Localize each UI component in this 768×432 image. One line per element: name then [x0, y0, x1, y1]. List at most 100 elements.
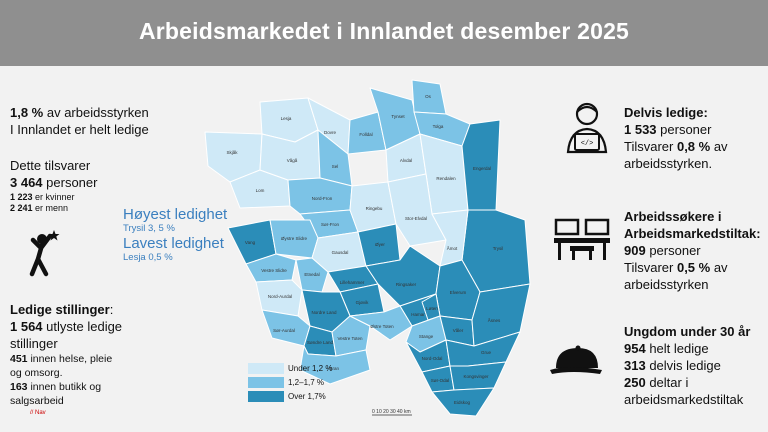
map-label-elverum: Elverum	[450, 290, 467, 295]
partial-share-rest: av arbeidsstyrken.	[624, 139, 728, 171]
map-scale-bar: 0 10 20 30 40 km	[372, 409, 411, 415]
map-region-vestre-toten	[331, 315, 371, 357]
map-label-asnes: Åsnes	[488, 317, 501, 323]
map-region-nord-aurdal	[255, 279, 303, 317]
men-value: 2 241	[10, 203, 33, 213]
map-label-ostre-toten: Østre Toten	[370, 324, 394, 329]
map-label-eidskog: Eidskog	[454, 400, 471, 405]
vacancies-block: Ledige stillinger: 1 564 utlyste ledige …	[10, 301, 130, 352]
legend-item: Under 1,2 %	[248, 362, 332, 375]
map-label-sor-fron: Sør-Fron	[321, 222, 339, 227]
youth-measures-value: 250	[624, 375, 646, 390]
map-label-vaga: Vågå	[287, 157, 298, 163]
rate-line1-rest: av arbeidsstyrken	[43, 105, 149, 120]
map-label-alvdal: Alvdal	[400, 158, 412, 163]
highlight-block: Høyest ledighet Trysil 3, 5 % Lavest led…	[123, 206, 253, 264]
retail-value: 163	[10, 381, 28, 393]
legend-label: 1,2–1,7 %	[288, 378, 325, 387]
highest-title: Høyest ledighet	[123, 206, 228, 223]
map-region-engerdal	[461, 119, 501, 211]
map-label-gran: Gran	[329, 366, 340, 371]
map-label-tynset: Tynset	[391, 114, 405, 119]
map-label-oyer: Øyer	[375, 242, 385, 247]
youth-measures-label: deltar i arbeidsmarkedstiltak	[624, 375, 744, 407]
map-label-sondre-land: Søndre Land	[307, 340, 334, 345]
legend-swatch-mid	[248, 377, 284, 388]
vacancies-detail: 451 innen helse, pleie og omsorg. 163 in…	[10, 352, 125, 408]
map-region-asnes	[471, 283, 531, 347]
map-label-sor-aurdal: Sør-Aurdal	[273, 328, 295, 333]
partial-block: Delvis ledige: 1 533 personer Tilsvarer …	[624, 104, 764, 172]
page-title: Arbeidsmarkedet i Innlandet desember 202…	[138, 18, 630, 44]
highest-value: Trysil 3, 5 %	[123, 223, 175, 234]
women-value: 1 223	[10, 192, 33, 202]
programmer-icon: </>	[566, 102, 608, 154]
youth-block: Ungdom under 30 år 954 helt ledige 313 d…	[624, 323, 768, 408]
legend-item: 1,2–1,7 %	[248, 376, 332, 389]
map-region-gran	[299, 345, 371, 385]
map-label-amot: Åmot	[447, 245, 458, 251]
map-label-lillehammer: Lillehammer	[340, 280, 365, 285]
map-label-nordre-land: Nordre Land	[311, 310, 337, 315]
header-banner: Arbeidsmarkedet i Innlandet desember 202…	[0, 0, 768, 66]
training-class-icon	[554, 218, 610, 260]
youth-partial-value: 313	[624, 358, 646, 373]
municipality-map: Lesja Skjåk Dovre Lom Vågå Sel Folldal T…	[204, 79, 531, 417]
women-label: er kvinner	[32, 192, 75, 202]
map-label-stange: Stange	[419, 334, 434, 339]
map-label-vestre-slidre: Vestre Slidre	[261, 268, 287, 273]
rate-value: 1,8 %	[10, 105, 44, 120]
map-label-lom: Lom	[256, 188, 265, 193]
measures-share-value: 0,5 %	[676, 260, 711, 275]
measures-block: Arbeidssøkere i Arbeidsmarkedstiltak: 90…	[624, 208, 764, 293]
map-region-etnedal	[295, 257, 329, 293]
measures-share-label: Tilsvarer	[624, 260, 677, 275]
vacancies-colon: :	[109, 302, 114, 317]
map-label-skjak: Skjåk	[226, 149, 238, 155]
map-label-oystre-slidre: Øystre Slidre	[281, 236, 308, 241]
equals-block: Dette tilsvarer 3 464 personer	[10, 157, 195, 191]
map-region-vestre-slidre	[245, 253, 297, 283]
map-label-trysil: Trysil	[493, 246, 504, 251]
equals-label: Dette tilsvarer	[10, 158, 91, 173]
map-region-eidskog	[431, 387, 495, 417]
rate-summary: 1,8 % av arbeidsstyrken I Innlandet er h…	[10, 104, 195, 138]
map-label-os: Os	[425, 94, 432, 99]
map-label-sel: Sel	[332, 164, 339, 169]
map-label-kongsvinger: Kongsvinger	[463, 374, 489, 379]
cap-icon	[550, 345, 602, 374]
health-label: innen helse, pleie og omsorg.	[10, 353, 113, 379]
map-label-stor-elvdal: Stor-Elvdal	[405, 216, 427, 221]
rate-line2: I Innlandet er helt ledige	[10, 122, 149, 137]
health-value: 451	[10, 353, 28, 365]
persons-value: 3 464	[10, 175, 43, 190]
map-label-dovre: Dovre	[324, 130, 337, 135]
legend-swatch-low	[248, 363, 284, 374]
map-label-rendalen: Rendalen	[436, 176, 456, 181]
map-label-loten: Løten	[426, 306, 438, 311]
vacancies-rest: utlyste ledige stillinger	[10, 319, 123, 351]
map-label-nord-odal: Nord-Odal	[422, 356, 443, 361]
map-label-folldal: Folldal	[359, 132, 372, 137]
measures-unit: personer	[645, 243, 701, 258]
partial-share-value: 0,8 %	[676, 139, 711, 154]
map-label-ringebu: Ringebu	[366, 206, 383, 211]
map-label-nord-aurdal: Nord-Aurdal	[268, 294, 292, 299]
map-label-vang: Vang	[245, 240, 256, 245]
measures-share-rest: av arbeidsstyrken	[624, 260, 728, 292]
vacancies-title: Ledige stillinger	[10, 302, 110, 317]
youth-title: Ungdom under 30 år	[624, 324, 751, 339]
men-label: er menn	[32, 203, 69, 213]
map-label-nord-fron: Nord-Fron	[312, 196, 333, 201]
legend-label: Under 1,2 %	[288, 364, 333, 373]
persons-unit: personer	[42, 175, 98, 190]
map-label-tolga: Tolga	[433, 124, 444, 129]
youth-partial-label: delvis ledige	[645, 358, 721, 373]
map-label-ringsaker: Ringsaker	[396, 282, 417, 287]
source-label: // Nav	[30, 410, 46, 416]
retail-label: innen butikk og salgsarbeid	[10, 381, 102, 407]
map-label-vestre-toten: Vestre Toten	[338, 336, 363, 341]
measures-value: 909	[624, 243, 646, 258]
legend-item: Over 1,7%	[248, 390, 332, 403]
map-label-etnedal: Etnedal	[304, 272, 319, 277]
